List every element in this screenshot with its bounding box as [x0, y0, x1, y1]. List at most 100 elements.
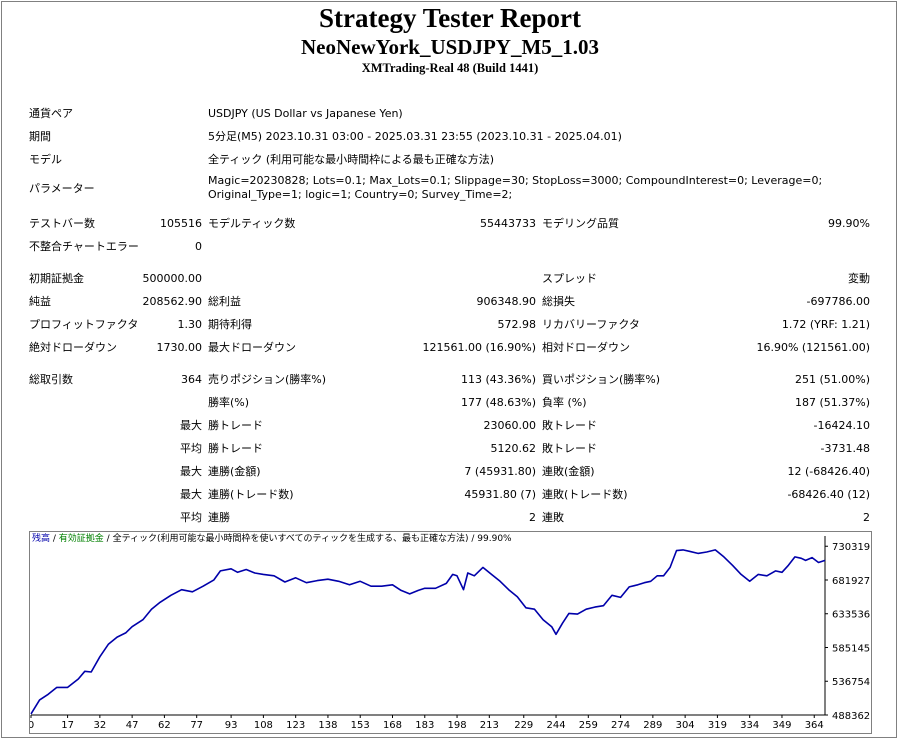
max-label: 最大: [180, 488, 202, 501]
abs-dd-label: 絶対ドローダウン: [29, 341, 117, 354]
x-tick-label: 198: [448, 720, 467, 731]
chart-legend: 残高 / 有効証拠金 / 全ティック(利用可能な最小時間枠を使いすべてのティック…: [32, 533, 512, 545]
abs-dd-value: 1730.00: [156, 341, 203, 354]
bars-label: テストバー数: [29, 217, 95, 230]
cons-win-cnt-label: 連勝(トレード数): [208, 488, 294, 501]
quality-value: 99.90%: [828, 217, 870, 230]
model-label: モデル: [29, 153, 62, 166]
x-tick-label: 17: [61, 720, 74, 731]
x-tick-label: 244: [546, 720, 565, 731]
y-tick-label: 730319: [832, 542, 870, 553]
avg-cons-win-label: 連勝: [208, 511, 230, 524]
gross-loss-label: 総損失: [542, 295, 575, 308]
model-value: 全ティック (利用可能な最小時間枠による最も正確な方法): [208, 153, 495, 166]
cons-loss-amt-label: 連敗(金額): [542, 465, 595, 478]
avg-label: 平均: [180, 511, 202, 524]
short-value: 113 (43.36%): [460, 373, 536, 386]
net-label: 純益: [29, 295, 51, 308]
pair-label: 通貨ペア: [29, 107, 73, 120]
max-dd-value: 121561.00 (16.90%): [422, 341, 536, 354]
payoff-value: 572.98: [497, 318, 537, 331]
net-value: 208562.90: [142, 295, 203, 308]
avg-loss-label: 敗トレード: [542, 442, 597, 455]
max-label: 最大: [180, 465, 202, 478]
avg-cons-loss-label: 連敗: [542, 511, 564, 524]
deposit-value: 500000.00: [142, 272, 203, 285]
x-tick-label: 334: [740, 720, 759, 731]
x-tick-label: 349: [772, 720, 791, 731]
trades-value: 364: [181, 373, 202, 386]
legend-separator: /: [103, 534, 113, 544]
pf-label: プロフィットファクタ: [29, 318, 139, 331]
legend-equity: 有効証拠金: [58, 534, 104, 544]
rel-dd-label: 相対ドローダウン: [542, 341, 630, 354]
y-tick-label: 536754: [832, 677, 870, 688]
loss-label: 負率 (%): [542, 396, 587, 409]
x-tick-label: 93: [225, 720, 238, 731]
errors-value: 0: [195, 240, 202, 253]
x-tick-label: 47: [126, 720, 139, 731]
legend-separator: /: [50, 534, 59, 544]
cons-win-cnt-value: 45931.80 (7): [464, 488, 536, 501]
max-label: 最大: [180, 419, 202, 432]
x-tick-label: 259: [579, 720, 598, 731]
avg-cons-loss-value: 2: [863, 511, 870, 524]
server-build: XMTrading-Real 48 (Build 1441): [361, 61, 539, 75]
spread-value: 変動: [848, 272, 870, 285]
x-tick-label: 138: [318, 720, 337, 731]
legend-quality: / 99.90%: [468, 534, 512, 544]
quality-label: モデリング品質: [542, 217, 619, 230]
rel-dd-value: 16.90% (121561.00): [756, 341, 870, 354]
bars-value: 105516: [160, 217, 202, 230]
y-tick-label: 585145: [832, 643, 870, 654]
loss-value: 187 (51.37%): [794, 396, 870, 409]
long-value: 251 (51.00%): [794, 373, 870, 386]
x-tick-label: 289: [643, 720, 662, 731]
chart-plot: 0 17 32 47 62 77 93 108 123 138 153 168 183 198 213 229…: [30, 536, 870, 731]
max-loss-value: -16424.10: [813, 419, 870, 432]
pair-value: USDJPY (US Dollar vs Japanese Yen): [208, 107, 403, 120]
max-win-value: 23060.00: [483, 419, 537, 432]
cons-win-amt-value: 7 (45931.80): [464, 465, 536, 478]
avg-win-value: 5120.62: [490, 442, 537, 455]
rf-label: リカバリーファクタ: [542, 318, 640, 331]
avg-label: 平均: [180, 442, 202, 455]
trades-label: 総取引数: [29, 373, 73, 386]
cons-loss-amt-value: 12 (-68426.40): [787, 465, 870, 478]
period-value: 5分足(M5) 2023.10.31 03:00 - 2025.03.31 23…: [208, 130, 622, 143]
cons-win-amt-label: 連勝(金額): [208, 465, 261, 478]
x-tick-label: 304: [676, 720, 695, 731]
x-tick-label: 77: [190, 720, 203, 731]
max-dd-label: 最大ドローダウン: [208, 341, 296, 354]
cons-loss-cnt-label: 連敗(トレード数): [542, 488, 628, 501]
y-tick-label: 681927: [832, 576, 870, 587]
errors-label: 不整合チャートエラー: [29, 240, 139, 253]
payoff-label: 期待利得: [208, 318, 252, 331]
x-tick-label: 319: [708, 720, 727, 731]
legend-balance: 残高: [32, 534, 51, 544]
x-tick-label: 213: [480, 720, 499, 731]
report-title: Strategy Tester Report: [319, 3, 581, 33]
max-win-label: 勝トレード: [208, 419, 263, 432]
x-tick-label: 229: [514, 720, 533, 731]
gross-profit-label: 総利益: [208, 295, 241, 308]
x-tick-label: 123: [286, 720, 305, 731]
y-tick-label: 633536: [832, 610, 870, 621]
params-label: パラメーター: [29, 182, 95, 195]
x-tick-label: 0: [30, 720, 34, 731]
pf-value: 1.30: [177, 318, 203, 331]
x-tick-label: 168: [383, 720, 402, 731]
short-label: 売りポジション(勝率%): [208, 373, 327, 386]
max-loss-label: 敗トレード: [542, 419, 597, 432]
avg-loss-value: -3731.48: [820, 442, 870, 455]
params-value: Magic=20230828; Lots=0.1; Max_Lots=0.1; …: [208, 174, 823, 201]
expert-name: NeoNewYork_USDJPY_M5_1.03: [300, 35, 600, 59]
avg-win-label: 勝トレード: [208, 442, 263, 455]
win-label: 勝率(%): [208, 396, 250, 409]
x-tick-label: 364: [805, 720, 824, 731]
deposit-label: 初期証拠金: [29, 272, 84, 285]
balance-chart: 残高 / 有効証拠金 / 全ティック(利用可能な最小時間枠を使いすべてのティック…: [29, 531, 872, 734]
ticks-value: 55443733: [480, 217, 536, 230]
y-tick-label: 488362: [832, 711, 870, 722]
